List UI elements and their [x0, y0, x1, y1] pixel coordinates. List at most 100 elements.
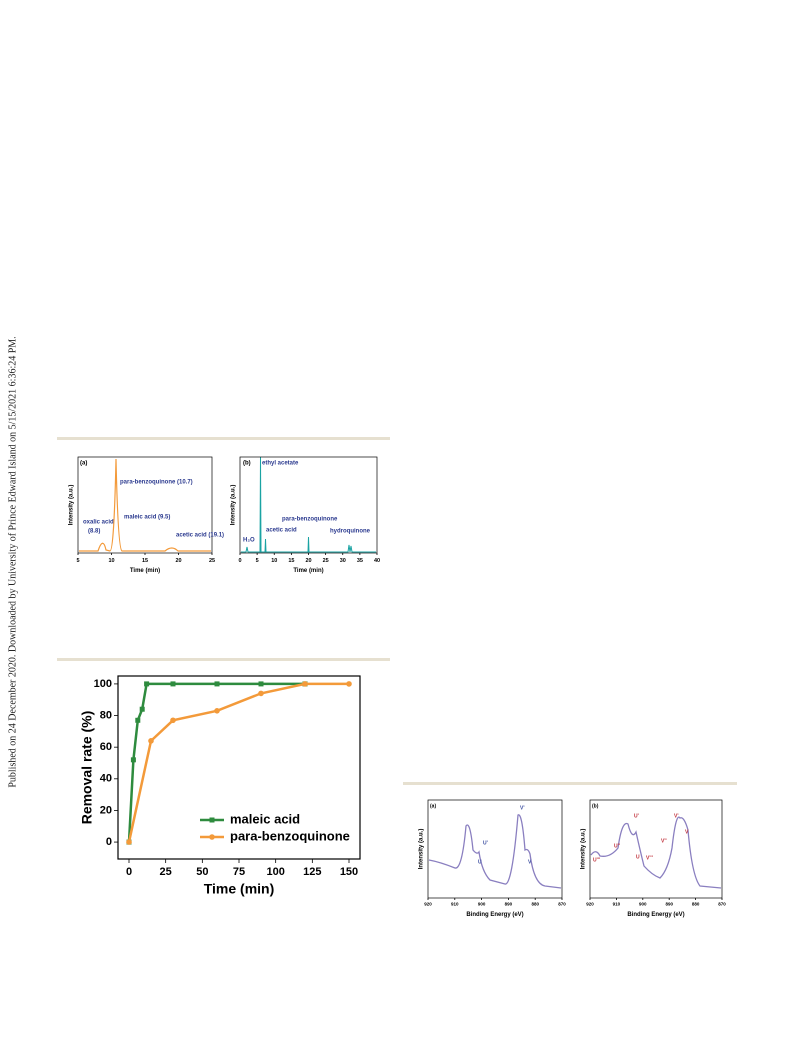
x-tick-label: 5	[76, 558, 79, 564]
annotation: V	[685, 829, 689, 835]
curve	[428, 814, 562, 889]
annotation: U''	[614, 843, 620, 849]
plot-frame	[589, 799, 723, 899]
annotation: V''	[661, 838, 667, 844]
annotation: U	[636, 854, 640, 860]
x-tick-label: 910	[613, 902, 621, 907]
x-tick-label: 10	[271, 558, 277, 564]
side-note: Published on 24 December 2020. Downloade…	[7, 336, 18, 787]
marker	[130, 757, 136, 763]
curve	[590, 816, 722, 889]
plot-frame	[427, 799, 563, 899]
x-tick-label: 920	[586, 902, 594, 907]
y-axis-label: Removal rate (%)	[79, 711, 95, 825]
curve	[79, 458, 211, 552]
annotation: (a)	[80, 461, 87, 467]
y-tick-label: 20	[100, 804, 112, 816]
annotation: U'	[483, 840, 488, 846]
annotation: V'	[674, 813, 679, 819]
annotation: U	[478, 859, 482, 865]
annotation: hydroquinone	[330, 529, 371, 535]
annotation: V'''	[646, 855, 653, 861]
y-tick-label: 100	[94, 678, 112, 690]
x-tick-label: 900	[478, 902, 486, 907]
marker	[126, 839, 132, 845]
x-tick-label: 0	[238, 558, 241, 564]
marker	[214, 707, 220, 714]
marker	[214, 681, 220, 687]
curve	[241, 456, 376, 553]
x-tick-label: 30	[340, 558, 346, 564]
y-axis-label: Intensity (a.u.)	[69, 485, 75, 526]
x-tick-label: 890	[505, 902, 513, 907]
rule	[57, 658, 390, 661]
marker	[258, 681, 264, 687]
annotation: V'	[520, 805, 525, 811]
annotation: U'''	[593, 857, 600, 863]
legend-marker	[209, 817, 215, 823]
y-axis-label: Intensity (a.u.)	[581, 829, 587, 870]
x-tick-label: 40	[374, 558, 380, 564]
marker	[302, 681, 308, 687]
marker	[170, 717, 176, 724]
annotation: (b)	[243, 461, 251, 467]
annotation: oxalic acid	[83, 520, 114, 526]
x-tick-label: 150	[340, 866, 358, 878]
annotation: ethyl acetate	[262, 461, 299, 467]
annotation: para-benzoquinone	[282, 517, 338, 523]
annotation: para-benzoquinone (10.7)	[120, 480, 193, 486]
annotation: U'	[634, 813, 639, 819]
x-tick-label: 35	[357, 558, 363, 564]
x-tick-label: 10	[108, 558, 114, 564]
marker	[139, 706, 145, 712]
y-tick-label: 60	[100, 741, 112, 753]
annotation: acetic acid	[266, 528, 297, 534]
annotation: maleic acid (9.5)	[124, 515, 170, 521]
x-tick-label: 75	[233, 866, 245, 878]
x-axis-label: Time (min)	[204, 881, 275, 897]
x-tick-label: 15	[142, 558, 148, 564]
x-tick-label: 20	[305, 558, 311, 564]
x-tick-label: 870	[718, 902, 726, 907]
y-tick-label: 0	[106, 836, 112, 848]
marker	[144, 681, 150, 687]
x-tick-label: 0	[126, 866, 132, 878]
x-axis-label: Time (min)	[293, 568, 323, 574]
annotation: (a)	[430, 803, 436, 809]
x-tick-label: 20	[175, 558, 181, 564]
x-tick-label: 880	[692, 902, 700, 907]
x-axis-label: Time (min)	[130, 568, 160, 574]
marker	[346, 681, 352, 687]
x-tick-label: 900	[639, 902, 647, 907]
x-tick-label: 890	[665, 902, 673, 907]
x-axis-label: Binding Energy (eV)	[627, 912, 684, 918]
rule	[57, 437, 390, 440]
rule	[403, 782, 737, 785]
x-tick-label: 100	[266, 866, 284, 878]
plot-frame	[77, 456, 213, 554]
annotation: (8.8)	[88, 529, 100, 535]
annotation: (b)	[592, 803, 599, 809]
legend-marker	[209, 834, 215, 840]
annotation: H₂O	[243, 538, 255, 544]
x-tick-label: 920	[424, 902, 432, 907]
y-tick-label: 40	[100, 773, 112, 785]
annotation: acetic acid (19.1)	[176, 533, 224, 539]
y-axis-label: Intensity (a.u.)	[419, 829, 425, 870]
x-tick-label: 25	[160, 866, 172, 878]
x-tick-label: 5	[256, 558, 259, 564]
x-tick-label: 880	[531, 902, 539, 907]
x-axis-label: Binding Energy (eV)	[466, 912, 523, 918]
x-tick-label: 910	[451, 902, 459, 907]
annotation: V	[528, 859, 532, 865]
marker	[148, 738, 154, 744]
y-tick-label: 80	[100, 709, 112, 721]
x-tick-label: 50	[196, 866, 208, 878]
y-axis-label: Intensity (a.u.)	[231, 485, 237, 526]
x-tick-label: 25	[323, 558, 329, 564]
marker	[258, 690, 264, 697]
x-tick-label: 125	[303, 866, 321, 878]
x-tick-label: 25	[209, 558, 215, 564]
legend-label: maleic acid	[230, 811, 300, 826]
